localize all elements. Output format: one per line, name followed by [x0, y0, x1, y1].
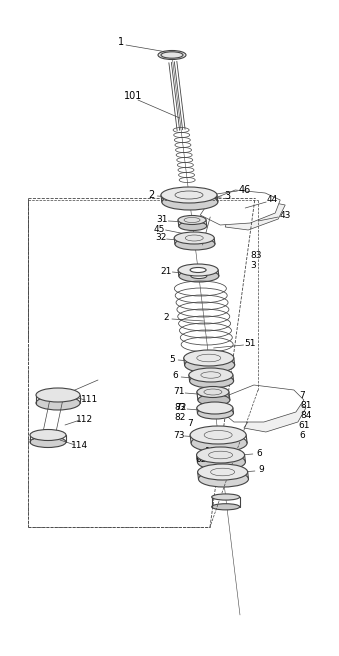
Ellipse shape [191, 274, 207, 279]
Text: 31: 31 [157, 216, 168, 224]
Text: 6: 6 [172, 371, 178, 380]
Ellipse shape [36, 388, 80, 402]
Text: 81: 81 [300, 401, 312, 409]
Ellipse shape [36, 396, 80, 410]
Text: 111: 111 [81, 396, 99, 405]
Ellipse shape [162, 194, 218, 210]
Ellipse shape [184, 350, 234, 366]
Text: 73: 73 [173, 430, 184, 440]
Ellipse shape [190, 268, 206, 272]
Text: 32: 32 [155, 234, 166, 243]
Text: 2: 2 [148, 190, 155, 200]
Ellipse shape [185, 357, 235, 373]
Text: 3: 3 [250, 260, 256, 270]
Text: 61: 61 [298, 420, 310, 430]
Text: 43: 43 [280, 211, 291, 220]
Text: 9: 9 [258, 466, 264, 474]
Text: 46: 46 [238, 185, 251, 195]
Ellipse shape [212, 504, 240, 510]
Text: 83: 83 [175, 403, 186, 411]
Text: 6: 6 [256, 449, 262, 457]
Text: 83: 83 [251, 251, 262, 260]
Ellipse shape [198, 464, 247, 480]
Text: 101: 101 [124, 91, 142, 101]
Ellipse shape [198, 394, 230, 405]
Ellipse shape [198, 407, 234, 419]
Ellipse shape [178, 264, 218, 276]
Text: 114: 114 [72, 440, 88, 449]
Text: 2: 2 [163, 314, 169, 323]
Text: 3: 3 [224, 191, 231, 201]
Ellipse shape [197, 454, 245, 470]
Ellipse shape [197, 402, 233, 414]
Text: 84: 84 [300, 411, 312, 419]
Text: 21: 21 [161, 266, 172, 276]
Ellipse shape [199, 471, 248, 487]
Ellipse shape [190, 426, 246, 444]
Text: 10: 10 [205, 447, 217, 457]
Ellipse shape [161, 187, 217, 203]
Text: 72: 72 [175, 403, 187, 413]
Ellipse shape [174, 232, 214, 244]
Text: 62: 62 [195, 455, 206, 464]
Ellipse shape [179, 270, 219, 282]
Ellipse shape [197, 386, 229, 398]
Text: 6: 6 [299, 432, 305, 440]
Text: 1: 1 [118, 37, 124, 47]
Ellipse shape [191, 434, 247, 452]
Ellipse shape [179, 222, 207, 230]
Ellipse shape [212, 494, 240, 500]
Text: 44: 44 [266, 195, 278, 205]
Text: 7: 7 [299, 390, 305, 400]
Ellipse shape [158, 51, 186, 60]
Text: 45: 45 [154, 224, 165, 234]
Polygon shape [225, 200, 285, 230]
Ellipse shape [189, 368, 233, 382]
Ellipse shape [190, 374, 234, 388]
Text: 51: 51 [244, 340, 255, 348]
Polygon shape [244, 398, 306, 432]
Text: 82: 82 [175, 413, 186, 422]
Ellipse shape [30, 436, 66, 447]
Polygon shape [222, 385, 304, 422]
Text: 7: 7 [187, 419, 193, 428]
Ellipse shape [30, 430, 66, 440]
Ellipse shape [175, 238, 215, 250]
Text: 71: 71 [174, 388, 185, 396]
Text: 5: 5 [169, 354, 175, 363]
Polygon shape [200, 190, 280, 225]
Text: 112: 112 [76, 415, 94, 424]
Ellipse shape [197, 447, 244, 463]
Ellipse shape [178, 216, 206, 224]
